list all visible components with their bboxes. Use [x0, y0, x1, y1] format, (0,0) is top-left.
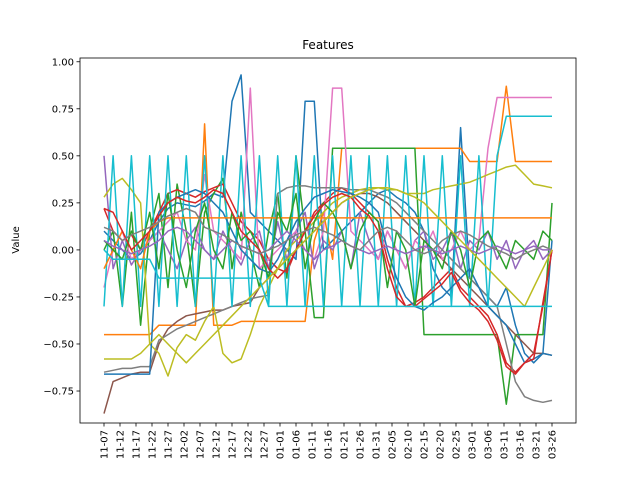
x-tick-label: 12-07 — [196, 430, 207, 459]
series-line-17 — [104, 187, 553, 364]
series-line-4 — [103, 183, 553, 373]
x-tick-label: 03-06 — [484, 430, 495, 459]
x-tick-label: 01-26 — [356, 430, 367, 459]
x-axis: 11-07 11-12 11-17 11-22 11-27 12-02 12-07 12-12… — [100, 423, 559, 459]
x-tick-label: 12-17 — [228, 430, 239, 459]
series-line-16 — [103, 207, 553, 261]
x-tick-label: 02-05 — [388, 430, 399, 459]
x-tick-label: 03-16 — [516, 430, 527, 459]
x-tick-label: 02-15 — [420, 430, 431, 459]
x-tick-label: 11-22 — [148, 430, 159, 459]
series-line-13 — [103, 192, 553, 308]
series-line-14 — [103, 188, 553, 375]
x-tick-label: 03-11 — [500, 430, 511, 459]
x-tick-label: 12-27 — [260, 430, 271, 459]
y-tick-label: −0.50 — [43, 339, 74, 350]
x-tick-label: 03-26 — [548, 430, 559, 459]
x-tick-label: 01-16 — [324, 430, 335, 459]
series-line-18 — [103, 249, 552, 308]
x-tick-label: 12-12 — [212, 430, 223, 459]
y-axis: −0.75 −0.50 −0.25 0.00 0.25 0.50 0.75 1.00 — [43, 57, 80, 398]
series-line-15 — [103, 226, 552, 261]
y-tick-label: 0.25 — [52, 198, 74, 209]
x-tick-label: 11-27 — [164, 430, 175, 459]
plot-lines — [103, 74, 553, 414]
y-tick-label: 0.75 — [52, 104, 74, 115]
y-axis-label: Value — [11, 226, 22, 253]
x-tick-label: 12-02 — [180, 430, 191, 459]
x-tick-label: 01-11 — [308, 430, 319, 459]
chart-title: Features — [302, 38, 354, 52]
x-tick-label: 02-10 — [404, 430, 415, 459]
y-tick-label: 0.50 — [52, 151, 74, 162]
y-tick-label: 0.00 — [52, 245, 74, 256]
y-tick-label: −0.75 — [43, 387, 74, 398]
x-tick-label: 11-17 — [132, 430, 143, 459]
x-tick-label: 02-25 — [452, 430, 463, 459]
y-tick-label: 1.00 — [52, 57, 74, 68]
y-tick-label: −0.25 — [43, 292, 74, 303]
series-line-10 — [103, 115, 552, 308]
x-tick-label: 03-21 — [532, 430, 543, 459]
x-tick-label: 02-20 — [436, 430, 447, 459]
x-tick-label: 01-21 — [340, 430, 351, 459]
x-tick-label: 01-06 — [292, 430, 303, 459]
x-tick-label: 11-07 — [100, 430, 111, 459]
x-tick-label: 01-31 — [372, 430, 383, 459]
x-tick-label: 12-22 — [244, 430, 255, 459]
series-line-11 — [104, 188, 553, 375]
x-tick-label: 03-01 — [468, 430, 479, 459]
x-tick-label: 01-01 — [276, 430, 287, 459]
series-line-7 — [103, 87, 552, 288]
x-tick-label: 11-12 — [116, 430, 127, 459]
